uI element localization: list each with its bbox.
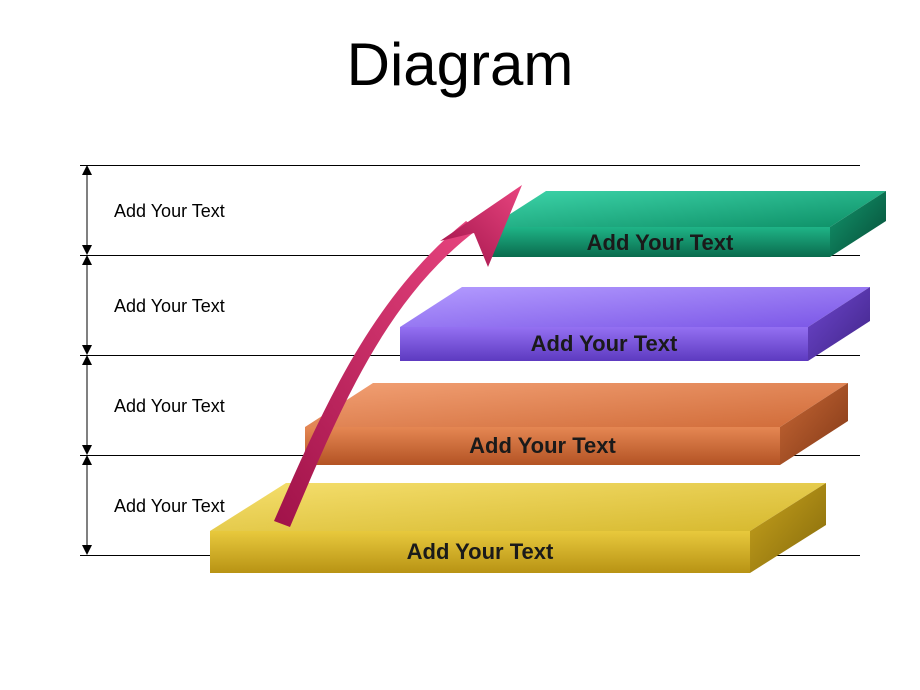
dimension-arrow xyxy=(80,455,94,555)
step-slab: Add Your Text xyxy=(210,483,826,573)
page-title: Diagram xyxy=(0,30,920,99)
side-label: Add Your Text xyxy=(114,496,225,517)
slab-label: Add Your Text xyxy=(210,539,750,565)
diagram-stage: Add Your Text Add Your Text Add Your Tex… xyxy=(80,165,860,615)
slab-label: Add Your Text xyxy=(305,433,780,459)
side-label: Add Your Text xyxy=(114,396,225,417)
dimension-arrow xyxy=(80,355,94,455)
side-label: Add Your Text xyxy=(114,296,225,317)
dimension-arrow xyxy=(80,165,94,255)
dimension-arrow xyxy=(80,255,94,355)
slab-label: Add Your Text xyxy=(400,331,808,357)
slab-label: Add Your Text xyxy=(490,230,830,256)
step-slab: Add Your Text xyxy=(400,287,870,361)
side-label: Add Your Text xyxy=(114,201,225,222)
guide-line xyxy=(80,165,860,166)
step-slab: Add Your Text xyxy=(490,191,886,257)
step-slab: Add Your Text xyxy=(305,383,848,465)
